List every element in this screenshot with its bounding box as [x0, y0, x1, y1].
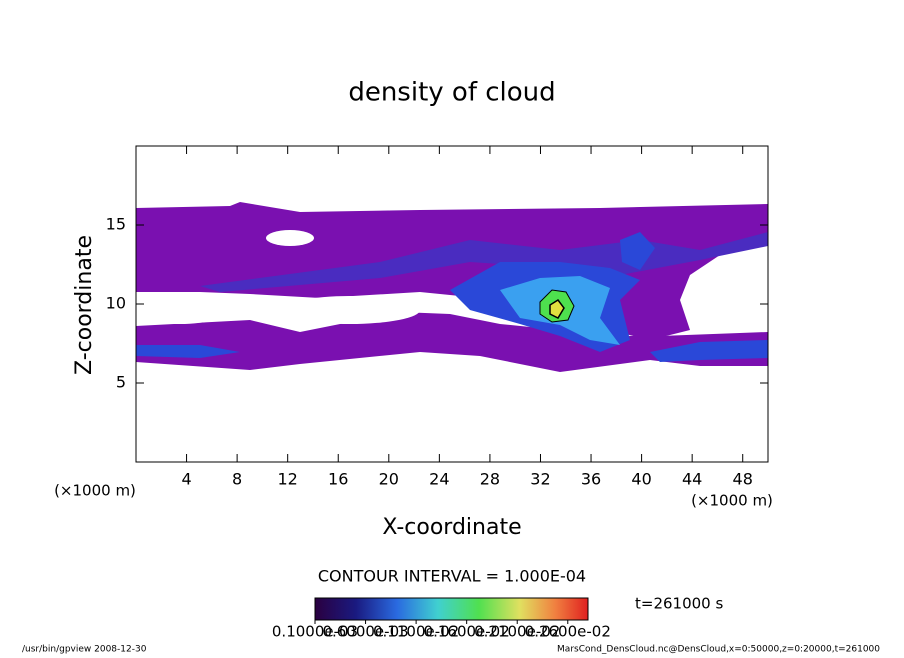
colorbar — [314, 597, 589, 621]
colorbar-label: 0.1100e-02 — [373, 623, 459, 641]
x-tick-label: 32 — [530, 470, 550, 489]
x-tick-label: 24 — [429, 470, 449, 489]
x-tick-label: 40 — [631, 470, 651, 489]
x-tick-label: 20 — [379, 470, 399, 489]
cloud-streak — [620, 232, 655, 270]
colorbar-label: 0.2100e-02 — [474, 623, 560, 641]
y-unit: (×1000 m) — [54, 482, 136, 500]
x-tick-label: 44 — [682, 470, 702, 489]
x-tick-label: 16 — [328, 470, 348, 489]
colorbar-label: 0.2600e-02 — [525, 623, 611, 641]
contour-interval: CONTOUR INTERVAL = 1.000E-04 — [318, 567, 586, 586]
x-tick-label: 28 — [480, 470, 500, 489]
x-unit: (×1000 m) — [691, 492, 773, 510]
x-axis-label: X-coordinate — [382, 515, 521, 540]
footer-right: MarsCond_DensCloud.nc@DensCloud,x=0:5000… — [557, 645, 880, 655]
colorbar-label: 0.1600e-02 — [424, 623, 510, 641]
cloud-gap — [266, 230, 314, 246]
cloud-gap — [280, 296, 420, 324]
cloud-region — [136, 312, 768, 372]
time-label: t=261000 s — [635, 595, 723, 613]
cloud-field — [136, 202, 768, 372]
y-tick-label: 5 — [116, 373, 126, 392]
colorbar-label: 0.1000e-03 — [272, 623, 358, 641]
x-tick-label: 36 — [581, 470, 601, 489]
footer-left: /usr/bin/gpview 2008-12-30 — [22, 645, 147, 655]
y-axis-label: Z-coordinate — [72, 235, 97, 375]
cloud-gap — [136, 296, 230, 324]
y-tick-label: 10 — [106, 294, 126, 313]
y-tick-label: 15 — [106, 215, 126, 234]
colorbar-label: 0.6000e-03 — [322, 623, 408, 641]
x-tick-label: 8 — [232, 470, 242, 489]
cloud-streak — [650, 340, 768, 362]
cloud-streak — [136, 345, 240, 358]
cloud-core — [549, 298, 565, 319]
chart-title: density of cloud — [348, 78, 555, 108]
x-tick-label: 48 — [733, 470, 753, 489]
x-tick-label: 12 — [278, 470, 298, 489]
x-tick-label: 4 — [181, 470, 191, 489]
